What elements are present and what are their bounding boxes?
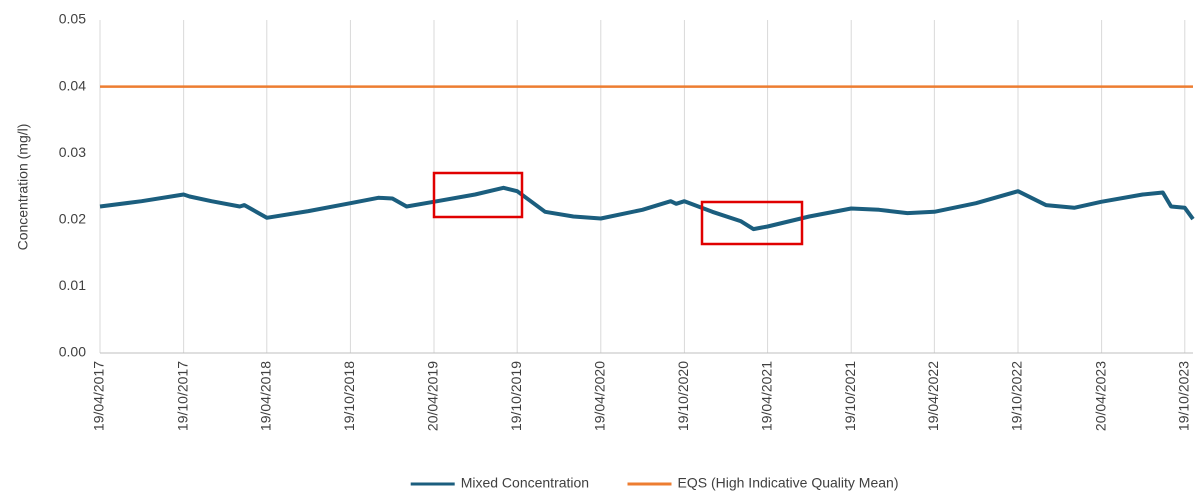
x-tick-label: 19/10/2020 [675, 361, 691, 431]
x-tick-label: 19/10/2021 [842, 361, 858, 431]
legend-label: EQS (High Indicative Quality Mean) [678, 475, 899, 491]
x-tick-label: 19/04/2017 [91, 361, 107, 431]
x-tick-label: 19/04/2022 [925, 361, 941, 431]
x-tick-label: 19/04/2021 [758, 361, 774, 431]
x-tick-label: 19/10/2022 [1009, 361, 1025, 431]
x-tick-label: 19/04/2020 [592, 361, 608, 431]
y-tick-label: 0.05 [59, 11, 86, 27]
y-tick-label: 0.03 [59, 144, 86, 160]
y-tick-label: 0.00 [59, 344, 86, 360]
legend-label: Mixed Concentration [461, 475, 589, 491]
x-tick-label: 20/04/2019 [425, 361, 441, 431]
x-tick-label: 19/10/2017 [174, 361, 190, 431]
series-line [99, 185, 1195, 232]
x-tick-label: 19/10/2018 [341, 361, 357, 431]
highlight-box [432, 171, 524, 219]
x-tick-label: 20/04/2023 [1092, 361, 1108, 431]
x-tick-label: 19/10/2023 [1175, 361, 1191, 431]
x-tick-label: 19/10/2019 [508, 361, 524, 431]
y-axis-label: Concentration (mg/l) [15, 124, 31, 251]
y-tick-label: 0.02 [59, 211, 86, 227]
y-tick-label: 0.01 [59, 277, 86, 293]
x-tick-label: 19/04/2018 [257, 361, 273, 431]
y-tick-label: 0.04 [59, 77, 86, 93]
highlight-box [700, 200, 804, 246]
